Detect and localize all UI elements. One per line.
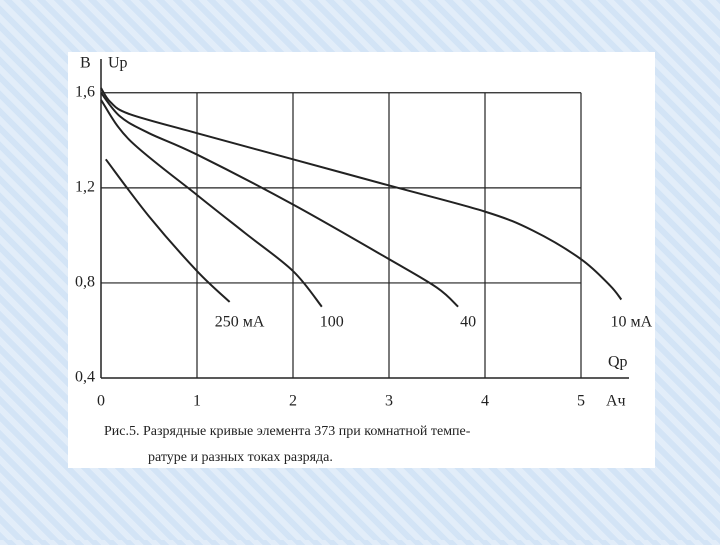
y-unit-label: В xyxy=(80,55,91,72)
x-axis-label: Qр xyxy=(608,354,628,371)
x-tick-label: 4 xyxy=(481,393,489,410)
x-tick-label: 2 xyxy=(289,393,297,410)
y-tick-label: 1,6 xyxy=(75,83,95,100)
caption: Рис.5. Разрядные кривые элемента 373 при… xyxy=(104,424,471,439)
x-tick-label: 5 xyxy=(577,393,585,410)
series-label: 10 мА xyxy=(610,314,652,331)
series-line xyxy=(100,92,459,308)
series-label: 40 xyxy=(460,314,476,331)
x-tick-label: 0 xyxy=(97,393,105,410)
x-tick-label: 3 xyxy=(385,393,393,410)
y-tick-label: 1,2 xyxy=(75,179,95,196)
series-line xyxy=(100,87,623,301)
caption: ратуре и разных токах разряда. xyxy=(148,450,333,465)
series-line xyxy=(105,158,231,303)
series-label: 250 мА xyxy=(215,314,265,331)
y-axis-label: Uр xyxy=(108,55,128,72)
series-line xyxy=(100,99,323,308)
y-tick-label: 0,4 xyxy=(75,369,95,386)
x-unit-label: Ач xyxy=(606,393,626,410)
series-label: 100 xyxy=(320,314,344,331)
y-tick-label: 0,8 xyxy=(75,274,95,291)
x-tick-label: 1 xyxy=(193,393,201,410)
panel xyxy=(68,52,655,468)
